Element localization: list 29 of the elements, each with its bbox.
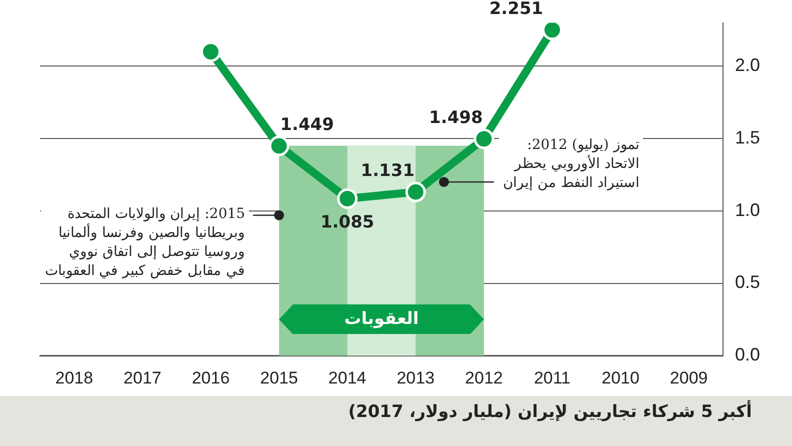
- data-label: 2.251: [489, 0, 544, 19]
- text: أكبر 5 شركاء تجاريين لإيران (مليار دولار، 2017): [348, 402, 752, 422]
- point: [268, 136, 290, 156]
- data-label: 1.498: [429, 108, 483, 128]
- x-tick-label: 2010: [602, 368, 640, 388]
- y-tick-label: 0.0: [734, 344, 760, 365]
- x-tick-label: 2014: [328, 368, 366, 388]
- band-label: العقوبات: [344, 309, 419, 330]
- annotation: تموز (يوليو) 2012: الاتحاد الأوروبي يحظر استيراد النفط من إيران: [502, 136, 640, 191]
- x-tick-label: 2015: [260, 368, 298, 388]
- data-label: 1.131: [360, 160, 415, 181]
- point: [474, 128, 494, 150]
- y-tick-label: 2.0: [734, 55, 760, 76]
- y-tick-label: 1.5: [734, 128, 760, 148]
- y-tick-label: 0.5: [734, 272, 760, 292]
- x-tick-label: 2012: [465, 368, 503, 388]
- data-label: 1.085: [320, 212, 374, 233]
- double-arrow-sign: العقوبات: [279, 304, 484, 334]
- x-tick-label: 2017: [124, 368, 162, 388]
- x-tick-label: 2016: [192, 368, 230, 388]
- point: [405, 182, 426, 202]
- y-tick-label: 1.0: [734, 200, 760, 220]
- annotation: 2015: إيران والولايات المتحدة وبريطانيا والصين وفرنسا وألمانيا وروسيا تتوصل إلى اتفاق نووي في مقابل خفض كبير في العقوبات: [44, 206, 246, 280]
- x-tick-label: 2018: [55, 368, 94, 388]
- x-tick-label: 2011: [534, 368, 571, 388]
- data-label: 1.449: [280, 114, 334, 135]
- x-tick-label: 2009: [670, 368, 708, 388]
- point: [337, 188, 358, 209]
- x-tick-label: 2013: [396, 368, 435, 388]
